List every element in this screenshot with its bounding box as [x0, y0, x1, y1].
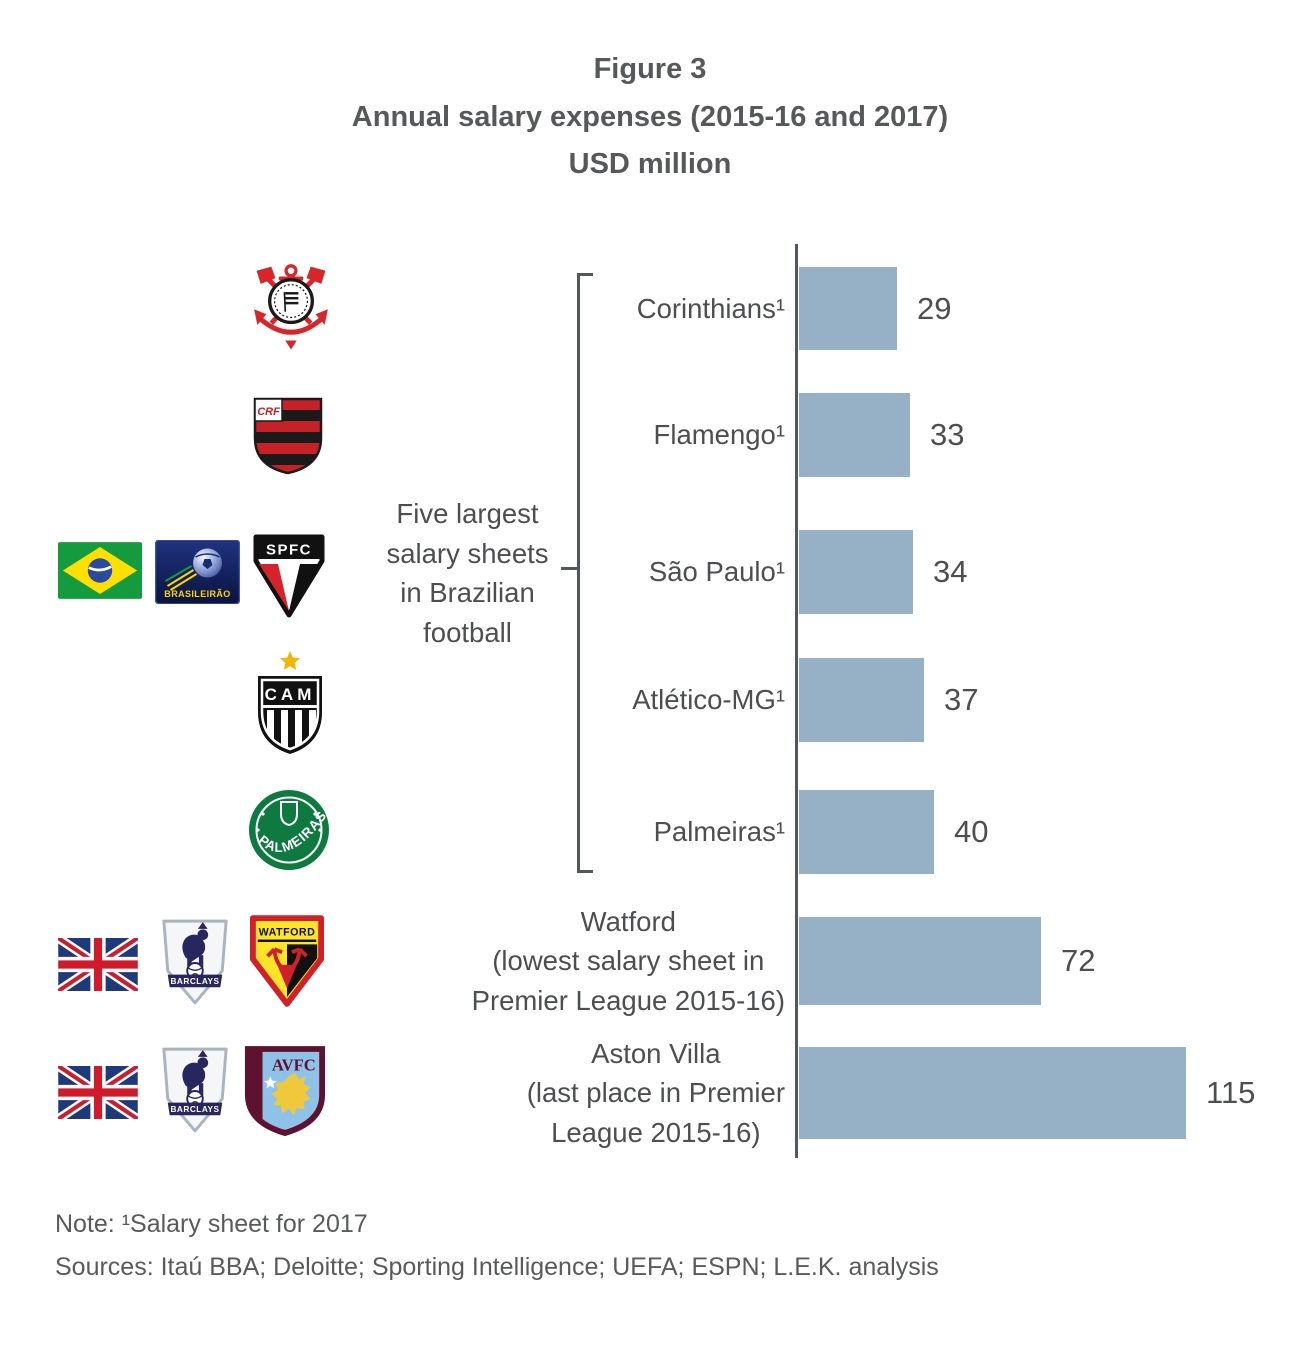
- bar-corinthians: [799, 267, 897, 350]
- bar-value: 29: [917, 290, 952, 326]
- group-annotation-line: in Brazilian: [400, 577, 535, 608]
- category-label-sao-paulo: São Paulo¹: [649, 530, 785, 614]
- bar-row: 40: [799, 790, 988, 874]
- bar-value: 34: [933, 554, 968, 589]
- bar-value: 40: [954, 814, 989, 849]
- group-bracket-pointer: [561, 567, 577, 570]
- bar-row: 33: [799, 393, 964, 477]
- group-annotation-line: salary sheets: [386, 537, 549, 569]
- brasileirao-logo-icon: BRASILEIRÃO: [155, 540, 240, 604]
- group-annotation-line: Five largest: [396, 498, 539, 529]
- atletico-mg-crest-icon: CAM: [258, 651, 322, 754]
- group-bracket-line: [577, 273, 580, 873]
- label-line: League 2015-16): [551, 1116, 761, 1148]
- svg-text:WATFORD: WATFORD: [259, 927, 316, 939]
- premier-league-logo-icon: BARCLAYS: [162, 919, 228, 1005]
- bar-row: 72: [799, 917, 1095, 1005]
- chart-baseline-axis: [795, 244, 798, 1158]
- category-label-atletico-mg: Atlético-MG¹: [632, 658, 785, 742]
- footnote: Note: ¹Salary sheet for 2017: [55, 1210, 368, 1238]
- group-annotation-line: football: [423, 616, 512, 648]
- bar-aston-villa: [799, 1047, 1186, 1139]
- svg-text:SPFC: SPFC: [266, 542, 312, 559]
- label-line: Aston Villa: [591, 1037, 721, 1069]
- premier-league-logo-icon: BARCLAYS: [162, 1047, 228, 1133]
- svg-text:CAM: CAM: [265, 685, 316, 704]
- label-line: (lowest salary sheet in: [492, 945, 765, 977]
- label-line: Atlético-MG¹: [632, 684, 785, 716]
- group-annotation: Five largest salary sheets in Brazilian …: [345, 494, 590, 652]
- category-label-flamengo: Flamengo¹: [654, 393, 785, 477]
- label-line: Palmeiras¹: [653, 816, 785, 848]
- aston-villa-crest-icon: AVFC: [244, 1046, 326, 1137]
- bar-row: 37: [799, 658, 978, 742]
- palmeiras-crest-icon: PALMEIRAS: [249, 790, 329, 870]
- svg-text:BRASILEIRÃO: BRASILEIRÃO: [164, 589, 230, 599]
- corinthians-crest-icon: [254, 264, 328, 350]
- label-line: São Paulo¹: [648, 556, 785, 588]
- group-bracket-bottom-arm: [577, 870, 593, 873]
- svg-text:AVFC: AVFC: [272, 1055, 316, 1074]
- brazil-flag-icon: [58, 542, 142, 599]
- sao-paulo-crest-icon: SPFC: [253, 534, 325, 618]
- category-label-aston-villa: Aston Villa (last place in Premier Leagu…: [526, 1038, 785, 1148]
- figure-title: Annual salary expenses (2015-16 and 2017…: [351, 100, 949, 133]
- category-label-corinthians: Corinthians¹: [637, 267, 785, 350]
- bar-value: 37: [944, 682, 979, 717]
- figure-unit: USD million: [568, 148, 732, 180]
- label-line: Corinthians¹: [636, 292, 785, 324]
- flamengo-crest-icon: CRF: [253, 397, 323, 475]
- label-line: Watford: [580, 905, 676, 937]
- category-label-palmeiras: Palmeiras¹: [654, 790, 785, 874]
- group-bracket-top-arm: [577, 273, 593, 276]
- svg-text:BARCLAYS: BARCLAYS: [170, 977, 219, 986]
- bar-sao-paulo: [799, 530, 913, 614]
- uk-flag-icon: [58, 1066, 138, 1119]
- label-line: (last place in Premier: [526, 1077, 785, 1109]
- label-line: Premier League 2015-16): [471, 984, 785, 1016]
- bar-watford: [799, 917, 1041, 1005]
- bar-value: 33: [930, 417, 965, 452]
- svg-text:BARCLAYS: BARCLAYS: [170, 1105, 219, 1114]
- bar-flamengo: [799, 393, 910, 477]
- figure-number: Figure 3: [593, 53, 707, 85]
- category-label-watford: Watford (lowest salary sheet in Premier …: [472, 906, 785, 1016]
- bar-value: 72: [1061, 943, 1096, 978]
- svg-text:CRF: CRF: [257, 406, 280, 418]
- uk-flag-icon: [58, 938, 138, 991]
- figure-title-block: Figure 3 Annual salary expenses (2015-16…: [0, 46, 1300, 189]
- bar-atletico-mg: [799, 658, 924, 742]
- bar-row: 29: [799, 267, 951, 350]
- watford-crest-icon: WATFORD: [249, 915, 325, 1007]
- bar-row: 115: [799, 1047, 1255, 1139]
- sources-line: Sources: Itaú BBA; Deloitte; Sporting In…: [55, 1253, 939, 1281]
- bar-value: 115: [1206, 1075, 1256, 1110]
- bar-palmeiras: [799, 790, 934, 874]
- bar-row: 34: [799, 530, 967, 614]
- label-line: Flamengo¹: [653, 419, 785, 451]
